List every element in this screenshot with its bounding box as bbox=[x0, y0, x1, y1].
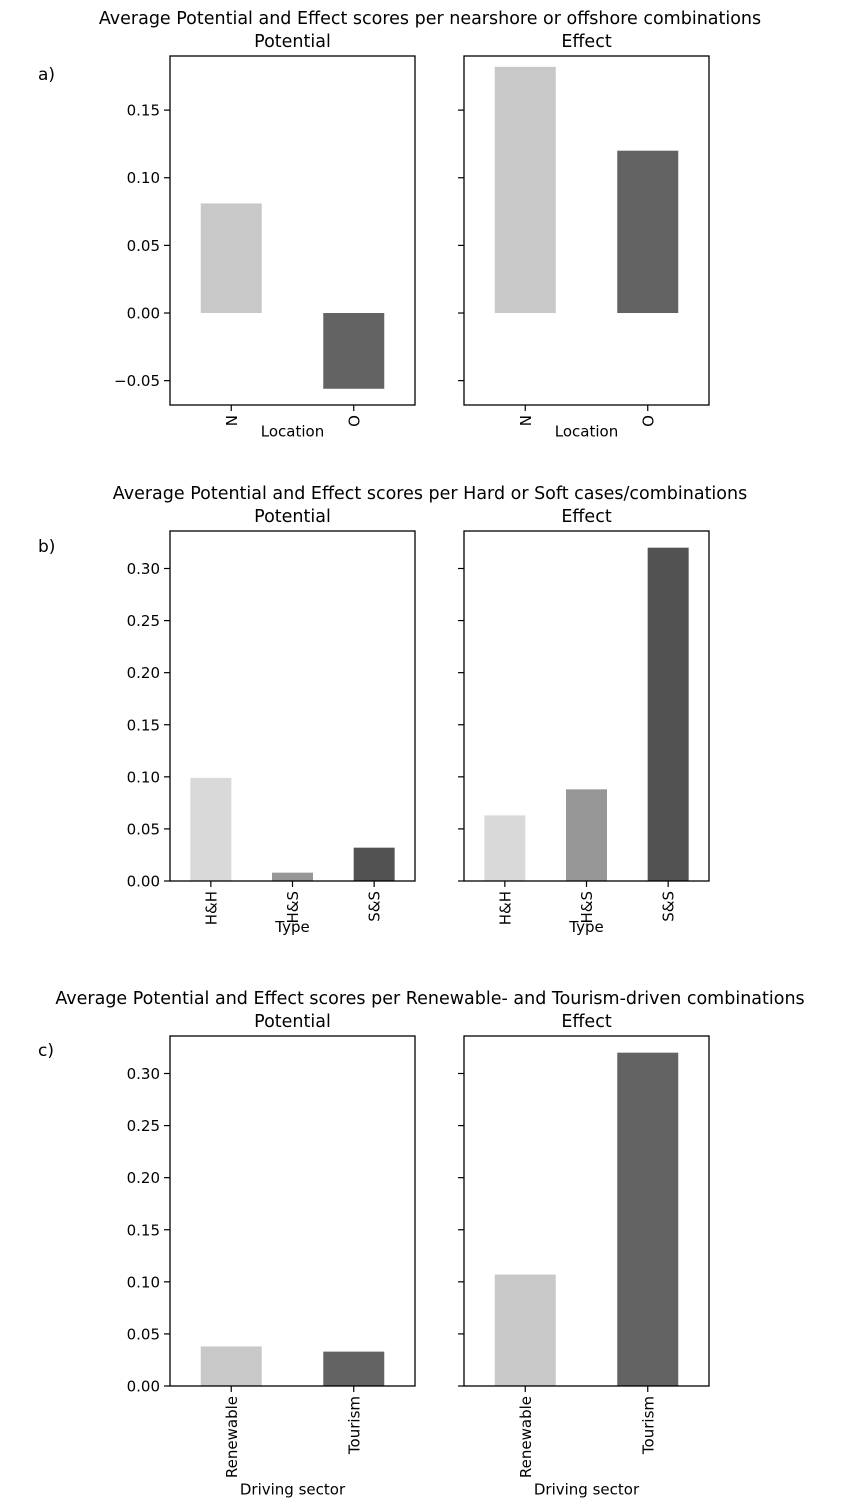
x-tick-label: H&S bbox=[578, 891, 596, 924]
bar-hs bbox=[566, 789, 607, 881]
x-tick-label: N bbox=[223, 415, 241, 426]
y-tick-label: −0.05 bbox=[114, 372, 160, 390]
x-tick-label: Tourism bbox=[345, 1396, 363, 1455]
y-tick-label: 0.05 bbox=[127, 820, 160, 838]
x-tick-label: Tourism bbox=[639, 1396, 657, 1455]
bar-ss bbox=[353, 847, 395, 881]
y-tick-label: 0.20 bbox=[127, 1169, 160, 1187]
x-tick-label: S&S bbox=[366, 891, 384, 922]
y-tick-label: 0.10 bbox=[127, 768, 160, 786]
subplot-title: Effect bbox=[561, 32, 612, 52]
bar-n bbox=[200, 203, 262, 314]
x-tick-label: Renewable bbox=[517, 1396, 535, 1478]
subplot-title: Potential bbox=[254, 1012, 331, 1032]
plot-frame bbox=[463, 1035, 710, 1387]
bar-hs bbox=[272, 872, 313, 881]
y-tick-label: 0.25 bbox=[127, 1117, 160, 1135]
x-tick-label: O bbox=[345, 415, 363, 427]
subplot-title: Potential bbox=[254, 32, 331, 52]
y-tick-label: 0.05 bbox=[127, 237, 160, 255]
subplot-title: Potential bbox=[254, 507, 331, 527]
x-axis-label: Driving sector bbox=[534, 1480, 640, 1498]
x-tick-label: H&H bbox=[496, 891, 514, 925]
chart-title: Average Potential and Effect scores per … bbox=[55, 989, 804, 1009]
subplot-potential: Potential −0.05 0.00 0.05 0.10 0.15 N O Location bbox=[114, 32, 416, 441]
y-tick-label: 0.10 bbox=[127, 1273, 160, 1291]
y-tick-label: 0.15 bbox=[127, 716, 160, 734]
x-axis-label: Driving sector bbox=[240, 1480, 346, 1498]
subplot-potential: Potential 0.00 0.05 0.10 0.15 0.20 0.25 0.30 Ren… bbox=[127, 1012, 416, 1498]
y-tick-label: 0.15 bbox=[127, 102, 160, 120]
x-axis-label: Type bbox=[568, 918, 603, 936]
y-tick-label: 0.30 bbox=[127, 560, 160, 578]
x-tick-label: H&H bbox=[202, 891, 220, 925]
panel-label: c) bbox=[38, 1041, 54, 1061]
chart-title: Average Potential and Effect scores per … bbox=[113, 484, 747, 504]
bar-hh bbox=[190, 777, 232, 881]
bar-tourism bbox=[323, 1351, 385, 1386]
x-tick-label: N bbox=[517, 415, 535, 426]
chart-panel-b: Average Potential and Effect scores per … bbox=[38, 484, 747, 936]
y-tick-label: 0.25 bbox=[127, 612, 160, 630]
x-tick-label: O bbox=[639, 415, 657, 427]
y-tick-label: 0.20 bbox=[127, 664, 160, 682]
x-tick-label: S&S bbox=[660, 891, 678, 922]
panel-label: b) bbox=[38, 537, 55, 557]
y-tick-label: 0.05 bbox=[127, 1325, 160, 1343]
bar-ss bbox=[647, 547, 689, 881]
x-tick-label: Renewable bbox=[223, 1396, 241, 1478]
x-axis-label: Type bbox=[274, 918, 309, 936]
panel-label: a) bbox=[38, 65, 55, 85]
subplot-title: Effect bbox=[561, 1012, 612, 1032]
bar-renewable bbox=[494, 1274, 556, 1386]
plot-frame bbox=[169, 1035, 416, 1387]
y-tick-label: 0.30 bbox=[127, 1065, 160, 1083]
y-tick-label: 0.00 bbox=[127, 873, 160, 891]
y-tick-label: 0.00 bbox=[127, 1378, 160, 1396]
plot-frame bbox=[463, 55, 710, 406]
subplot-potential: Potential 0.00 0.05 0.10 0.15 0.20 0.25 0.30 H&H… bbox=[127, 507, 416, 936]
bar-o bbox=[323, 313, 385, 389]
y-tick-label: 0.15 bbox=[127, 1221, 160, 1239]
bar-hh bbox=[484, 815, 526, 881]
x-tick-label: H&S bbox=[284, 891, 302, 924]
plot-frame bbox=[169, 55, 416, 406]
y-tick-label: 0.10 bbox=[127, 169, 160, 187]
chart-title: Average Potential and Effect scores per … bbox=[99, 9, 761, 29]
bar-o bbox=[617, 150, 679, 314]
subplot-effect: Effect N O Location bbox=[458, 32, 710, 441]
subplot-title: Effect bbox=[561, 507, 612, 527]
x-axis-label: Location bbox=[555, 423, 618, 441]
subplot-effect: Effect H&H H&S S&S Type bbox=[458, 507, 710, 936]
x-axis-label: Location bbox=[261, 423, 324, 441]
y-tick-label: 0.00 bbox=[127, 305, 160, 323]
subplot-effect: Effect Renewable Tourism Driving sector bbox=[458, 1012, 710, 1498]
chart-panel-c: Average Potential and Effect scores per … bbox=[38, 989, 805, 1498]
bar-renewable bbox=[200, 1346, 262, 1386]
bar-tourism bbox=[617, 1052, 679, 1386]
chart-panel-a: Average Potential and Effect scores per … bbox=[38, 9, 761, 441]
bar-n bbox=[494, 66, 556, 314]
